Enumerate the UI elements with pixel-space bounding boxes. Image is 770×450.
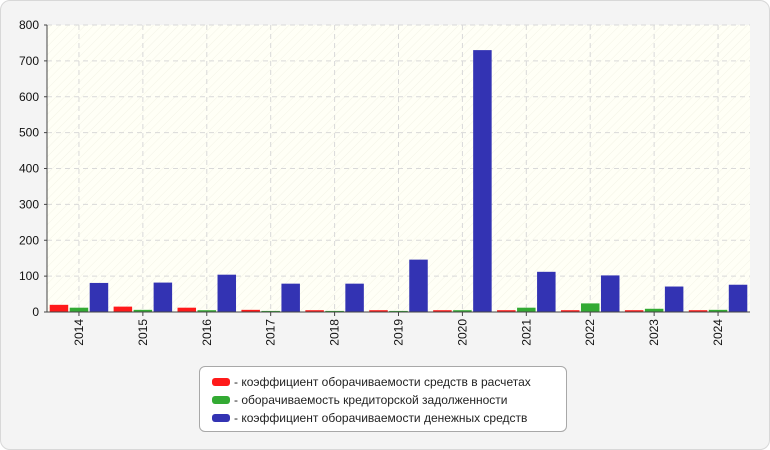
legend-swatch-blue bbox=[212, 414, 230, 422]
bar-2021-series-3 bbox=[537, 271, 556, 312]
bar-2023-series-1 bbox=[624, 310, 644, 312]
bar-2019-series-2 bbox=[389, 310, 408, 312]
x-tick-label: 2024 bbox=[711, 319, 725, 346]
x-tick-label: 2015 bbox=[136, 319, 150, 346]
bars bbox=[49, 50, 748, 313]
x-tick-label: 2014 bbox=[72, 319, 86, 346]
legend-swatch-green bbox=[212, 396, 230, 404]
legend-label: - коэффициент оборачиваемости денежных с… bbox=[234, 411, 528, 425]
bar-2017-series-2 bbox=[261, 310, 280, 312]
y-tick-label: 700 bbox=[19, 54, 39, 68]
legend-item: - коэффициент оборачиваемости средств в … bbox=[212, 373, 566, 391]
x-tick-label: 2016 bbox=[200, 319, 214, 346]
bar-2016-series-3 bbox=[217, 274, 237, 312]
bar-2014-series-3 bbox=[89, 282, 109, 312]
bar-2024-series-3 bbox=[728, 284, 748, 312]
bar-2014-series-2 bbox=[69, 307, 89, 312]
bar-2022-series-1 bbox=[560, 310, 580, 312]
y-tick-label: 400 bbox=[19, 162, 39, 176]
y-tick-label: 100 bbox=[19, 269, 39, 283]
legend: - коэффициент оборачиваемости средств в … bbox=[199, 366, 567, 432]
bar-2023-series-3 bbox=[664, 286, 684, 312]
legend-label: - оборачиваемость кредиторской задолженн… bbox=[234, 393, 508, 407]
bar-2017-series-3 bbox=[281, 283, 300, 312]
x-axis-ticks: 2014 2015 2016 2017 2018 2019 2020 2021 2022 2023… bbox=[72, 312, 725, 346]
x-tick-label: 2022 bbox=[583, 319, 597, 346]
x-tick-label: 2020 bbox=[455, 319, 469, 346]
bar-2021-series-2 bbox=[517, 307, 536, 312]
legend-item: - коэффициент оборачиваемости денежных с… bbox=[212, 409, 566, 427]
bar-2017-series-1 bbox=[241, 309, 260, 312]
bar-2016-series-2 bbox=[197, 310, 217, 312]
x-tick-label: 2021 bbox=[519, 319, 533, 346]
bar-2018-series-3 bbox=[345, 283, 364, 312]
bar-2020-series-1 bbox=[433, 310, 452, 312]
bar-2021-series-1 bbox=[497, 310, 516, 312]
y-tick-label: 200 bbox=[19, 233, 39, 247]
y-tick-label: 600 bbox=[19, 90, 39, 104]
legend-item: - оборачиваемость кредиторской задолженн… bbox=[212, 391, 566, 409]
bar-2020-series-3 bbox=[473, 50, 492, 313]
legend-label: - коэффициент оборачиваемости средств в … bbox=[234, 375, 531, 389]
bar-2015-series-3 bbox=[153, 282, 173, 312]
x-tick-label: 2017 bbox=[264, 319, 278, 346]
bar-2018-series-1 bbox=[305, 310, 324, 312]
legend-swatch-red bbox=[212, 378, 230, 386]
bar-2023-series-2 bbox=[644, 308, 664, 312]
bar-2022-series-3 bbox=[600, 275, 620, 312]
bar-2024-series-2 bbox=[708, 309, 728, 312]
bar-2018-series-2 bbox=[325, 310, 344, 312]
x-tick-label: 2019 bbox=[392, 319, 406, 346]
bar-2015-series-1 bbox=[113, 306, 133, 312]
bar-2019-series-3 bbox=[409, 259, 428, 312]
x-tick-label: 2023 bbox=[647, 319, 661, 346]
y-axis-ticks: 0 100 200 300 400 500 600 700 800 bbox=[19, 18, 47, 319]
y-tick-label: 0 bbox=[32, 305, 39, 319]
bar-2019-series-1 bbox=[369, 310, 388, 312]
bar-2016-series-1 bbox=[177, 307, 197, 312]
y-tick-label: 500 bbox=[19, 126, 39, 140]
bar-2014-series-1 bbox=[49, 304, 69, 312]
y-tick-label: 300 bbox=[19, 197, 39, 211]
bar-2022-series-2 bbox=[580, 303, 600, 312]
y-tick-label: 800 bbox=[19, 18, 39, 32]
x-tick-label: 2018 bbox=[328, 319, 342, 346]
bar-2024-series-1 bbox=[688, 310, 708, 312]
grid-lines bbox=[47, 24, 750, 312]
bar-2020-series-2 bbox=[453, 310, 472, 312]
bar-2015-series-2 bbox=[133, 309, 153, 312]
